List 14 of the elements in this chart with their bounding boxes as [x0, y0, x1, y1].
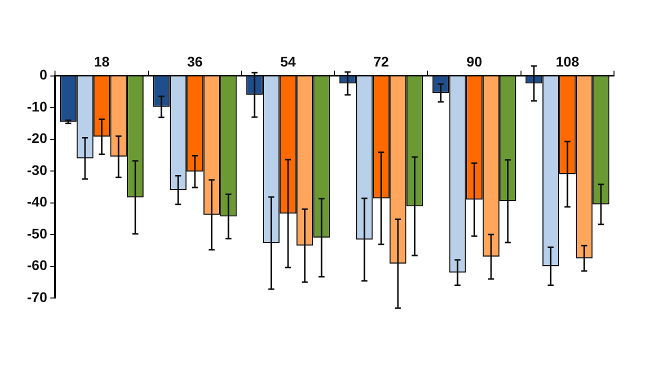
y-tick-label: -10 — [27, 98, 48, 114]
x-tick-label: 54 — [280, 53, 296, 70]
y-tick-label: -50 — [27, 225, 48, 242]
y-tick-label: -40 — [27, 194, 48, 210]
y-tick-label: -70 — [27, 288, 48, 305]
y-tick-label: -30 — [27, 162, 48, 178]
y-tick-label: 0 — [39, 66, 48, 83]
y-tick-label: -20 — [27, 130, 48, 146]
x-tick-label: 72 — [373, 53, 390, 70]
x-tick-label: 18 — [94, 53, 110, 70]
y-tick-label: -60 — [27, 257, 48, 274]
x-tick-label: 36 — [187, 53, 203, 70]
x-tick-label: 108 — [556, 53, 580, 70]
x-tick-label: 90 — [466, 53, 482, 70]
